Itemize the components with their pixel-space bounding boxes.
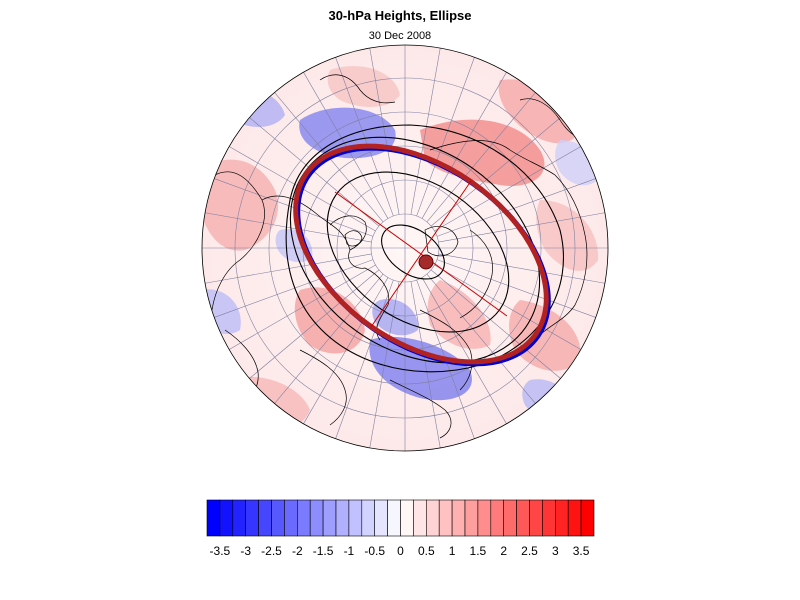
colorbar-box	[451, 499, 466, 537]
colorbar-box	[348, 499, 363, 537]
colorbar-box	[503, 499, 517, 537]
meridian-line	[421, 277, 507, 424]
meridian-line	[205, 212, 372, 243]
colorbar-tick-label: 1.5	[470, 544, 487, 558]
meridian-line	[438, 253, 605, 284]
colorbar-tick-label: -2.5	[261, 544, 282, 558]
colorbar-box	[464, 499, 479, 537]
anomaly-region-red	[294, 287, 365, 354]
meridian-line	[335, 57, 394, 217]
colorbar-box	[567, 499, 582, 537]
colorbar-box	[219, 499, 234, 537]
colorbar-box	[542, 499, 556, 537]
colorbar-box	[309, 499, 324, 537]
colorbar-tick-label: 2	[500, 544, 507, 558]
colorbar-tick-label: 3	[552, 544, 559, 558]
colorbar-box	[258, 499, 272, 537]
meridian-line	[369, 48, 400, 215]
meridian-line	[416, 57, 475, 217]
colorbar-box	[296, 499, 311, 537]
meridian-line	[303, 277, 389, 424]
meridian-line	[303, 72, 389, 219]
colorbar-tick-label: 3.5	[573, 544, 590, 558]
colorbar-box	[206, 499, 221, 537]
meridian-line	[436, 178, 596, 237]
colorbar-tick-label: -2	[292, 544, 303, 558]
colorbar-tick-label: 0.5	[418, 544, 435, 558]
colorbar-box	[400, 499, 414, 537]
anomaly-region-red	[202, 159, 279, 251]
colorbar-box	[361, 499, 375, 537]
anomaly-region-red	[498, 79, 580, 144]
colorbar-box	[284, 499, 298, 537]
colorbar-box	[554, 499, 569, 537]
colorbar-box	[271, 499, 285, 537]
colorbar-box	[529, 499, 543, 537]
meridian-line	[434, 146, 581, 232]
colorbar-tick-label: 2.5	[521, 544, 538, 558]
anomaly-region-red	[327, 66, 400, 107]
anomaly-region-red	[536, 200, 599, 271]
colorbar-tick-label: -3.5	[210, 544, 231, 558]
colorbar-tick-label: -3	[240, 544, 251, 558]
meridian-line	[436, 259, 596, 318]
meridian-line	[410, 281, 441, 448]
polar-map	[201, 44, 609, 452]
colorbar-tick-label: -1	[344, 544, 355, 558]
meridian-line	[335, 279, 394, 439]
meridian-line	[205, 253, 372, 284]
meridian-line	[434, 264, 581, 350]
colorbar-box	[335, 499, 350, 537]
anomaly-region-red	[508, 300, 581, 371]
globe-outline	[201, 44, 609, 452]
anomaly-field	[202, 45, 608, 451]
colorbar-box	[387, 499, 401, 537]
colorbar-box	[477, 499, 492, 537]
anomaly-region-blue	[369, 336, 472, 401]
colorbar-tick-label: -0.5	[364, 544, 385, 558]
fitted-ellipse	[293, 143, 551, 367]
colorbar-tick-label: 1	[449, 544, 456, 558]
figure-title: 30-hPa Heights, Ellipse	[328, 8, 472, 23]
colorbar-boxes	[206, 499, 595, 537]
colorbar-box	[374, 499, 388, 537]
colorbar-box	[232, 499, 247, 537]
meridian-line	[229, 264, 376, 350]
meridian-line	[421, 72, 507, 219]
meridian-line	[214, 259, 374, 318]
colorbar-box	[245, 499, 259, 537]
colorbar-box	[516, 499, 530, 537]
anomaly-region-blue	[522, 379, 571, 421]
colorbar-tick-label: -1.5	[313, 544, 334, 558]
ellipse-center-marker	[418, 254, 434, 270]
meridian-line	[410, 48, 441, 215]
meridian-line	[249, 269, 380, 379]
colorbar-box	[490, 499, 504, 537]
meridian-line	[274, 273, 384, 404]
colorbar-box	[438, 499, 453, 537]
meridian-line	[426, 273, 536, 404]
colorbar-box	[580, 499, 595, 537]
meridian-line	[426, 92, 536, 223]
colorbar-box	[413, 499, 427, 537]
ellipse-minor-axis	[370, 180, 472, 328]
meridian-line	[430, 269, 561, 379]
figure-subtitle: 30 Dec 2008	[368, 30, 432, 42]
colorbar-tick-labels: -3.5 -3 -2.5 -2 -1.5 -1 -0.5 0 0.5 1 1.5 2 2.5 3 3.5	[210, 544, 590, 558]
colorbar-box	[425, 499, 440, 537]
coastlines	[211, 74, 588, 439]
colorbar-tick-label: 0	[397, 544, 404, 558]
ellipse-outline	[293, 143, 549, 365]
meridian-line	[369, 281, 400, 448]
colorbar-box	[322, 499, 337, 537]
